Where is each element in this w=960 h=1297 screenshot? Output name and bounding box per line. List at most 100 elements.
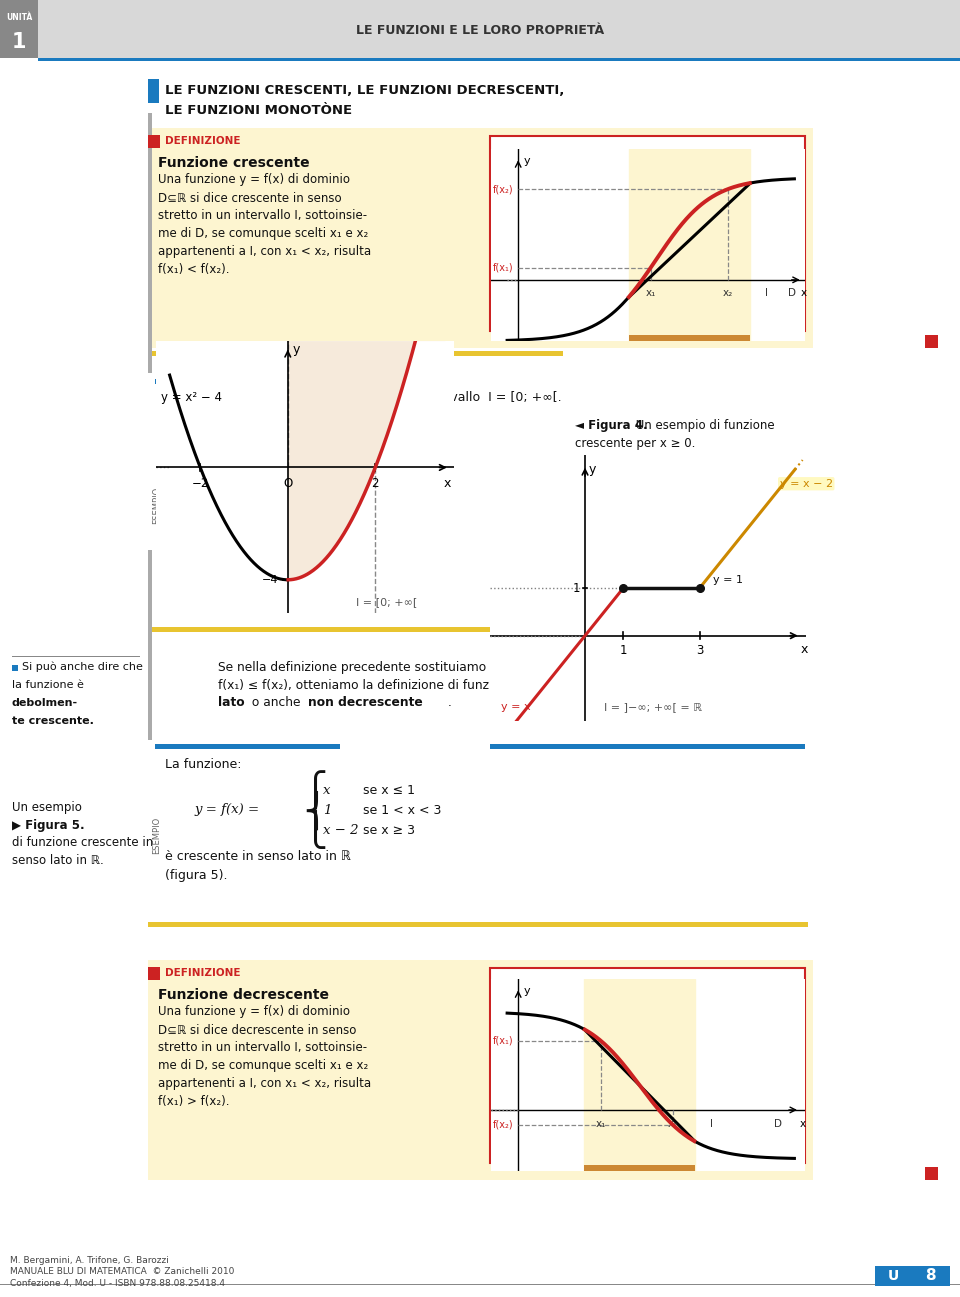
Text: La funzione  y = x² − 4  è crescente nell'intervallo  I = [0; +∞[.: La funzione y = x² − 4 è crescente nell'… xyxy=(165,392,562,405)
Text: f(x₁) > f(x₂): f(x₁) > f(x₂) xyxy=(502,1044,569,1057)
Bar xyxy=(875,1266,950,1287)
Text: Una funzione y = f(x) di dominio: Una funzione y = f(x) di dominio xyxy=(158,174,350,187)
Text: y = x − 2: y = x − 2 xyxy=(780,479,833,489)
Text: f : D → ℝ: f : D → ℝ xyxy=(502,152,552,165)
Text: la funzione è: la funzione è xyxy=(12,680,84,690)
Text: Funzione decrescente: Funzione decrescente xyxy=(158,988,329,1003)
Text: I: I xyxy=(765,288,768,298)
Bar xyxy=(148,960,813,1180)
Text: ⎩: ⎩ xyxy=(303,811,328,850)
Text: x₂: x₂ xyxy=(723,288,733,298)
Bar xyxy=(155,744,340,748)
Text: appartenenti a I, con x₁ < x₂, risulta: appartenenti a I, con x₁ < x₂, risulta xyxy=(158,245,372,258)
Text: 1: 1 xyxy=(12,32,26,52)
Text: 1: 1 xyxy=(573,581,581,595)
Text: se x ≥ 3: se x ≥ 3 xyxy=(363,824,415,837)
Text: me di D, se comunque scelti x₁ e x₂: me di D, se comunque scelti x₁ e x₂ xyxy=(158,1060,369,1073)
Bar xyxy=(629,149,750,341)
Text: te crescente.: te crescente. xyxy=(12,716,94,726)
Text: −4: −4 xyxy=(262,575,278,585)
Text: y = 1: y = 1 xyxy=(713,575,743,585)
Text: f(x₁): f(x₁) xyxy=(493,1036,514,1045)
Text: ▶ Figura 5.: ▶ Figura 5. xyxy=(12,818,84,831)
Text: Una funzione y = f(x) di dominio: Una funzione y = f(x) di dominio xyxy=(158,1005,350,1018)
Bar xyxy=(0,0,38,58)
Text: 3: 3 xyxy=(696,645,704,658)
Text: O: O xyxy=(283,477,293,490)
Text: U: U xyxy=(887,1268,899,1283)
Text: Se nella definizione precedente sostituiamo la relazione f(x₁) < f(x₂) con: Se nella definizione precedente sostitui… xyxy=(218,660,660,673)
Text: LE FUNZIONI E LE LORO PROPRIETÀ: LE FUNZIONI E LE LORO PROPRIETÀ xyxy=(356,23,604,36)
Bar xyxy=(490,968,805,1163)
Text: ◄ Figura 4.: ◄ Figura 4. xyxy=(575,419,648,432)
Bar xyxy=(148,128,813,348)
Text: I: I xyxy=(710,1119,713,1128)
Text: −2: −2 xyxy=(192,477,209,490)
Text: stretto in un intervallo I, sottoinsie-: stretto in un intervallo I, sottoinsie- xyxy=(158,210,367,223)
Text: f(x₁): f(x₁) xyxy=(493,262,514,272)
Bar xyxy=(148,922,808,927)
Text: y = x² − 4: y = x² − 4 xyxy=(161,390,222,403)
Text: D ⊆ ℝ: D ⊆ ℝ xyxy=(630,983,663,996)
Bar xyxy=(12,665,18,671)
Polygon shape xyxy=(288,215,445,613)
Bar xyxy=(12,655,140,658)
Text: appartenenti a I, con x₁ < x₂, risulta: appartenenti a I, con x₁ < x₂, risulta xyxy=(158,1078,372,1091)
Text: stretto in un intervallo I, sottoinsie-: stretto in un intervallo I, sottoinsie- xyxy=(158,1041,367,1054)
Bar xyxy=(148,550,152,741)
Text: UNITÀ: UNITÀ xyxy=(6,13,32,22)
Text: se x ≤ 1: se x ≤ 1 xyxy=(363,783,415,796)
Bar xyxy=(0,1284,960,1285)
Text: crescente in senso: crescente in senso xyxy=(625,678,754,691)
Bar xyxy=(629,335,750,341)
Text: lato: lato xyxy=(218,696,245,709)
Text: f(x₁) < f(x₂).: f(x₁) < f(x₂). xyxy=(158,263,229,276)
Text: o anche: o anche xyxy=(248,696,304,709)
Text: è crescente in senso lato in ℝ: è crescente in senso lato in ℝ xyxy=(165,851,350,864)
Text: La funzione:: La funzione: xyxy=(165,759,242,772)
Text: x − 2: x − 2 xyxy=(323,824,358,837)
Bar xyxy=(155,379,340,384)
Text: f : D → ℝ: f : D → ℝ xyxy=(502,983,552,996)
Text: ∀ x₁, x₂ ∈ I,   x₁ < x₂  ⇒: ∀ x₁, x₂ ∈ I, x₁ < x₂ ⇒ xyxy=(502,1023,636,1036)
Text: ESEMPIO: ESEMPIO xyxy=(152,486,161,524)
Text: I ⊆ D: I ⊆ D xyxy=(502,1004,534,1017)
Text: f(x₂): f(x₂) xyxy=(493,184,514,195)
Text: LE FUNZIONI MONOTÒNE: LE FUNZIONI MONOTÒNE xyxy=(165,104,352,117)
Bar xyxy=(148,626,563,632)
Text: f(x₂): f(x₂) xyxy=(493,1119,514,1130)
Text: x₂: x₂ xyxy=(668,1119,678,1128)
Text: Un esempio: Un esempio xyxy=(12,802,82,815)
Text: x: x xyxy=(444,477,451,490)
Bar xyxy=(585,979,695,1171)
Text: x: x xyxy=(323,783,330,796)
Text: DEFINIZIONE: DEFINIZIONE xyxy=(165,136,241,147)
Text: senso lato in ℝ.: senso lato in ℝ. xyxy=(12,855,104,868)
Text: y: y xyxy=(588,463,596,476)
Bar xyxy=(148,113,152,374)
Text: y: y xyxy=(524,987,530,996)
Text: ⎧: ⎧ xyxy=(303,770,328,809)
Bar xyxy=(148,968,160,981)
Text: y = f(x) =: y = f(x) = xyxy=(195,804,260,817)
Text: 2: 2 xyxy=(372,477,379,490)
Text: x: x xyxy=(800,1119,806,1128)
Text: crescente per x ≥ 0.: crescente per x ≥ 0. xyxy=(575,437,695,450)
Text: debolmen-: debolmen- xyxy=(12,698,78,708)
Bar xyxy=(148,135,160,148)
Text: Un esempio di funzione: Un esempio di funzione xyxy=(632,419,775,432)
Bar xyxy=(148,79,159,102)
Text: D⊆ℝ si dice crescente in senso: D⊆ℝ si dice crescente in senso xyxy=(158,192,342,205)
Text: D ⊆ ℝ: D ⊆ ℝ xyxy=(630,152,663,165)
Text: ESEMPIO: ESEMPIO xyxy=(152,816,161,853)
Text: ⎨: ⎨ xyxy=(303,790,328,830)
Text: I = ]−∞; +∞[ = ℝ: I = ]−∞; +∞[ = ℝ xyxy=(604,702,702,712)
Bar xyxy=(0,0,960,58)
Text: 8: 8 xyxy=(924,1268,935,1284)
Text: (figura 5).: (figura 5). xyxy=(165,869,228,882)
Text: D: D xyxy=(787,288,796,298)
Text: 1: 1 xyxy=(323,804,331,817)
Bar xyxy=(38,58,960,61)
Text: D: D xyxy=(774,1119,781,1128)
Bar xyxy=(490,136,805,331)
